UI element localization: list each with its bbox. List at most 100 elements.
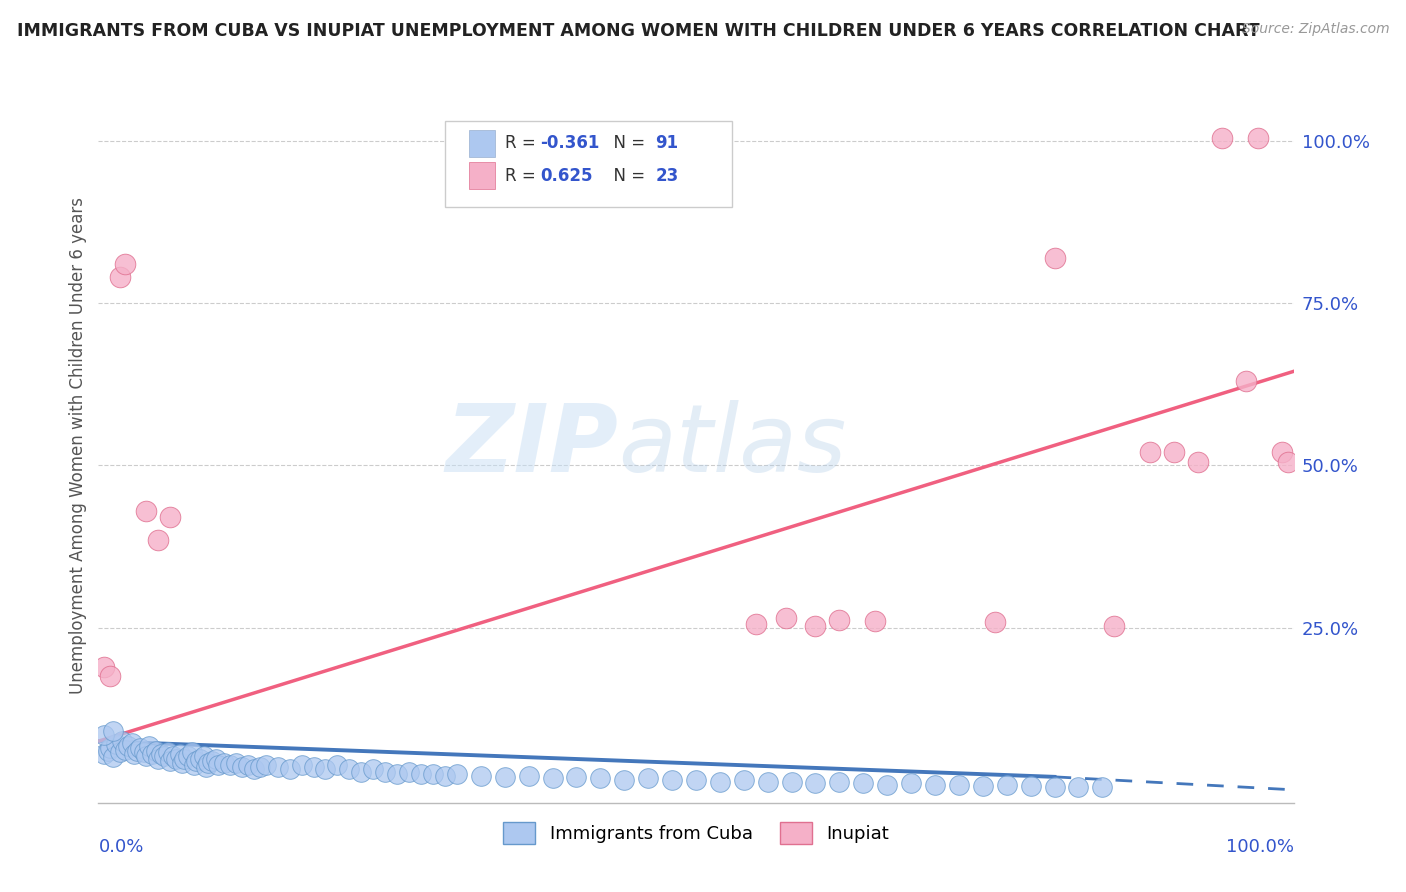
Point (172, 756, 194, 770)
Point (1211, 131, 1233, 145)
Point (780, 775, 803, 789)
Text: atlas: atlas (619, 401, 846, 491)
Point (924, 778, 946, 792)
Text: 100.0%: 100.0% (1226, 838, 1294, 856)
Y-axis label: Unemployment Among Women with Children Under 6 years: Unemployment Among Women with Children U… (69, 197, 87, 695)
Point (315, 762, 337, 776)
Point (972, 779, 994, 793)
Point (180, 745, 202, 759)
Point (470, 768, 492, 782)
Point (93, 659, 115, 673)
Point (1067, 780, 1090, 794)
Point (1091, 780, 1114, 794)
Point (129, 740, 152, 755)
Point (162, 749, 184, 764)
Point (138, 739, 160, 753)
Point (350, 764, 373, 779)
Point (948, 778, 970, 792)
Text: -0.361: -0.361 (541, 135, 600, 153)
Point (709, 775, 731, 789)
Point (745, 617, 768, 632)
FancyBboxPatch shape (446, 121, 733, 207)
Point (339, 762, 361, 776)
Text: R =: R = (505, 135, 541, 153)
Point (193, 749, 215, 764)
Point (733, 773, 755, 788)
Point (114, 742, 136, 756)
Point (374, 764, 396, 779)
Point (291, 758, 314, 772)
Point (204, 752, 226, 766)
Text: 0.0%: 0.0% (98, 838, 143, 856)
Point (195, 760, 218, 774)
Point (756, 775, 779, 789)
Text: 91: 91 (655, 135, 679, 153)
Point (411, 766, 433, 780)
Point (398, 764, 420, 779)
Point (637, 771, 659, 785)
Point (173, 752, 195, 766)
Point (197, 756, 219, 770)
Point (494, 770, 516, 784)
Point (101, 724, 124, 739)
FancyBboxPatch shape (470, 130, 495, 157)
Point (132, 745, 155, 759)
Point (186, 754, 208, 768)
Point (93, 747, 115, 761)
Point (117, 739, 139, 753)
Point (111, 734, 134, 748)
Point (225, 756, 247, 770)
Point (1163, 445, 1185, 459)
Point (125, 744, 148, 758)
Point (828, 613, 851, 627)
Point (159, 754, 181, 768)
Point (149, 747, 172, 761)
Point (565, 770, 588, 784)
Point (613, 773, 636, 788)
Point (804, 619, 827, 633)
Point (302, 760, 325, 774)
Point (995, 778, 1018, 792)
Point (422, 766, 444, 780)
Text: N =: N = (603, 167, 650, 185)
Point (188, 752, 211, 766)
Point (446, 766, 468, 780)
Point (236, 758, 259, 772)
Point (804, 776, 827, 790)
Point (207, 758, 229, 772)
Point (434, 768, 457, 782)
FancyBboxPatch shape (470, 162, 495, 189)
Point (121, 736, 143, 750)
Point (153, 749, 176, 764)
Point (98, 669, 122, 683)
Point (231, 760, 253, 774)
Point (267, 760, 290, 774)
Point (212, 756, 235, 770)
Point (828, 775, 851, 789)
Point (685, 773, 707, 788)
Point (169, 747, 191, 761)
Point (108, 270, 131, 285)
Point (135, 749, 157, 764)
Point (159, 510, 181, 524)
Point (1043, 780, 1066, 794)
Point (775, 611, 797, 625)
Text: R =: R = (505, 167, 541, 185)
Point (141, 747, 163, 761)
Point (124, 747, 146, 761)
Point (105, 738, 128, 752)
Point (201, 754, 224, 768)
Point (517, 768, 540, 782)
Point (1277, 455, 1299, 469)
Point (183, 758, 205, 772)
Point (243, 762, 266, 776)
Point (97, 744, 120, 758)
Text: 23: 23 (655, 167, 679, 185)
Legend: Immigrants from Cuba, Inupiat: Immigrants from Cuba, Inupiat (495, 814, 897, 851)
Point (363, 762, 385, 776)
Point (541, 771, 564, 785)
Point (249, 760, 271, 774)
Text: IMMIGRANTS FROM CUBA VS INUPIAT UNEMPLOYMENT AMONG WOMEN WITH CHILDREN UNDER 6 Y: IMMIGRANTS FROM CUBA VS INUPIAT UNEMPLOY… (17, 22, 1260, 40)
Point (589, 771, 612, 785)
Point (1271, 445, 1294, 459)
